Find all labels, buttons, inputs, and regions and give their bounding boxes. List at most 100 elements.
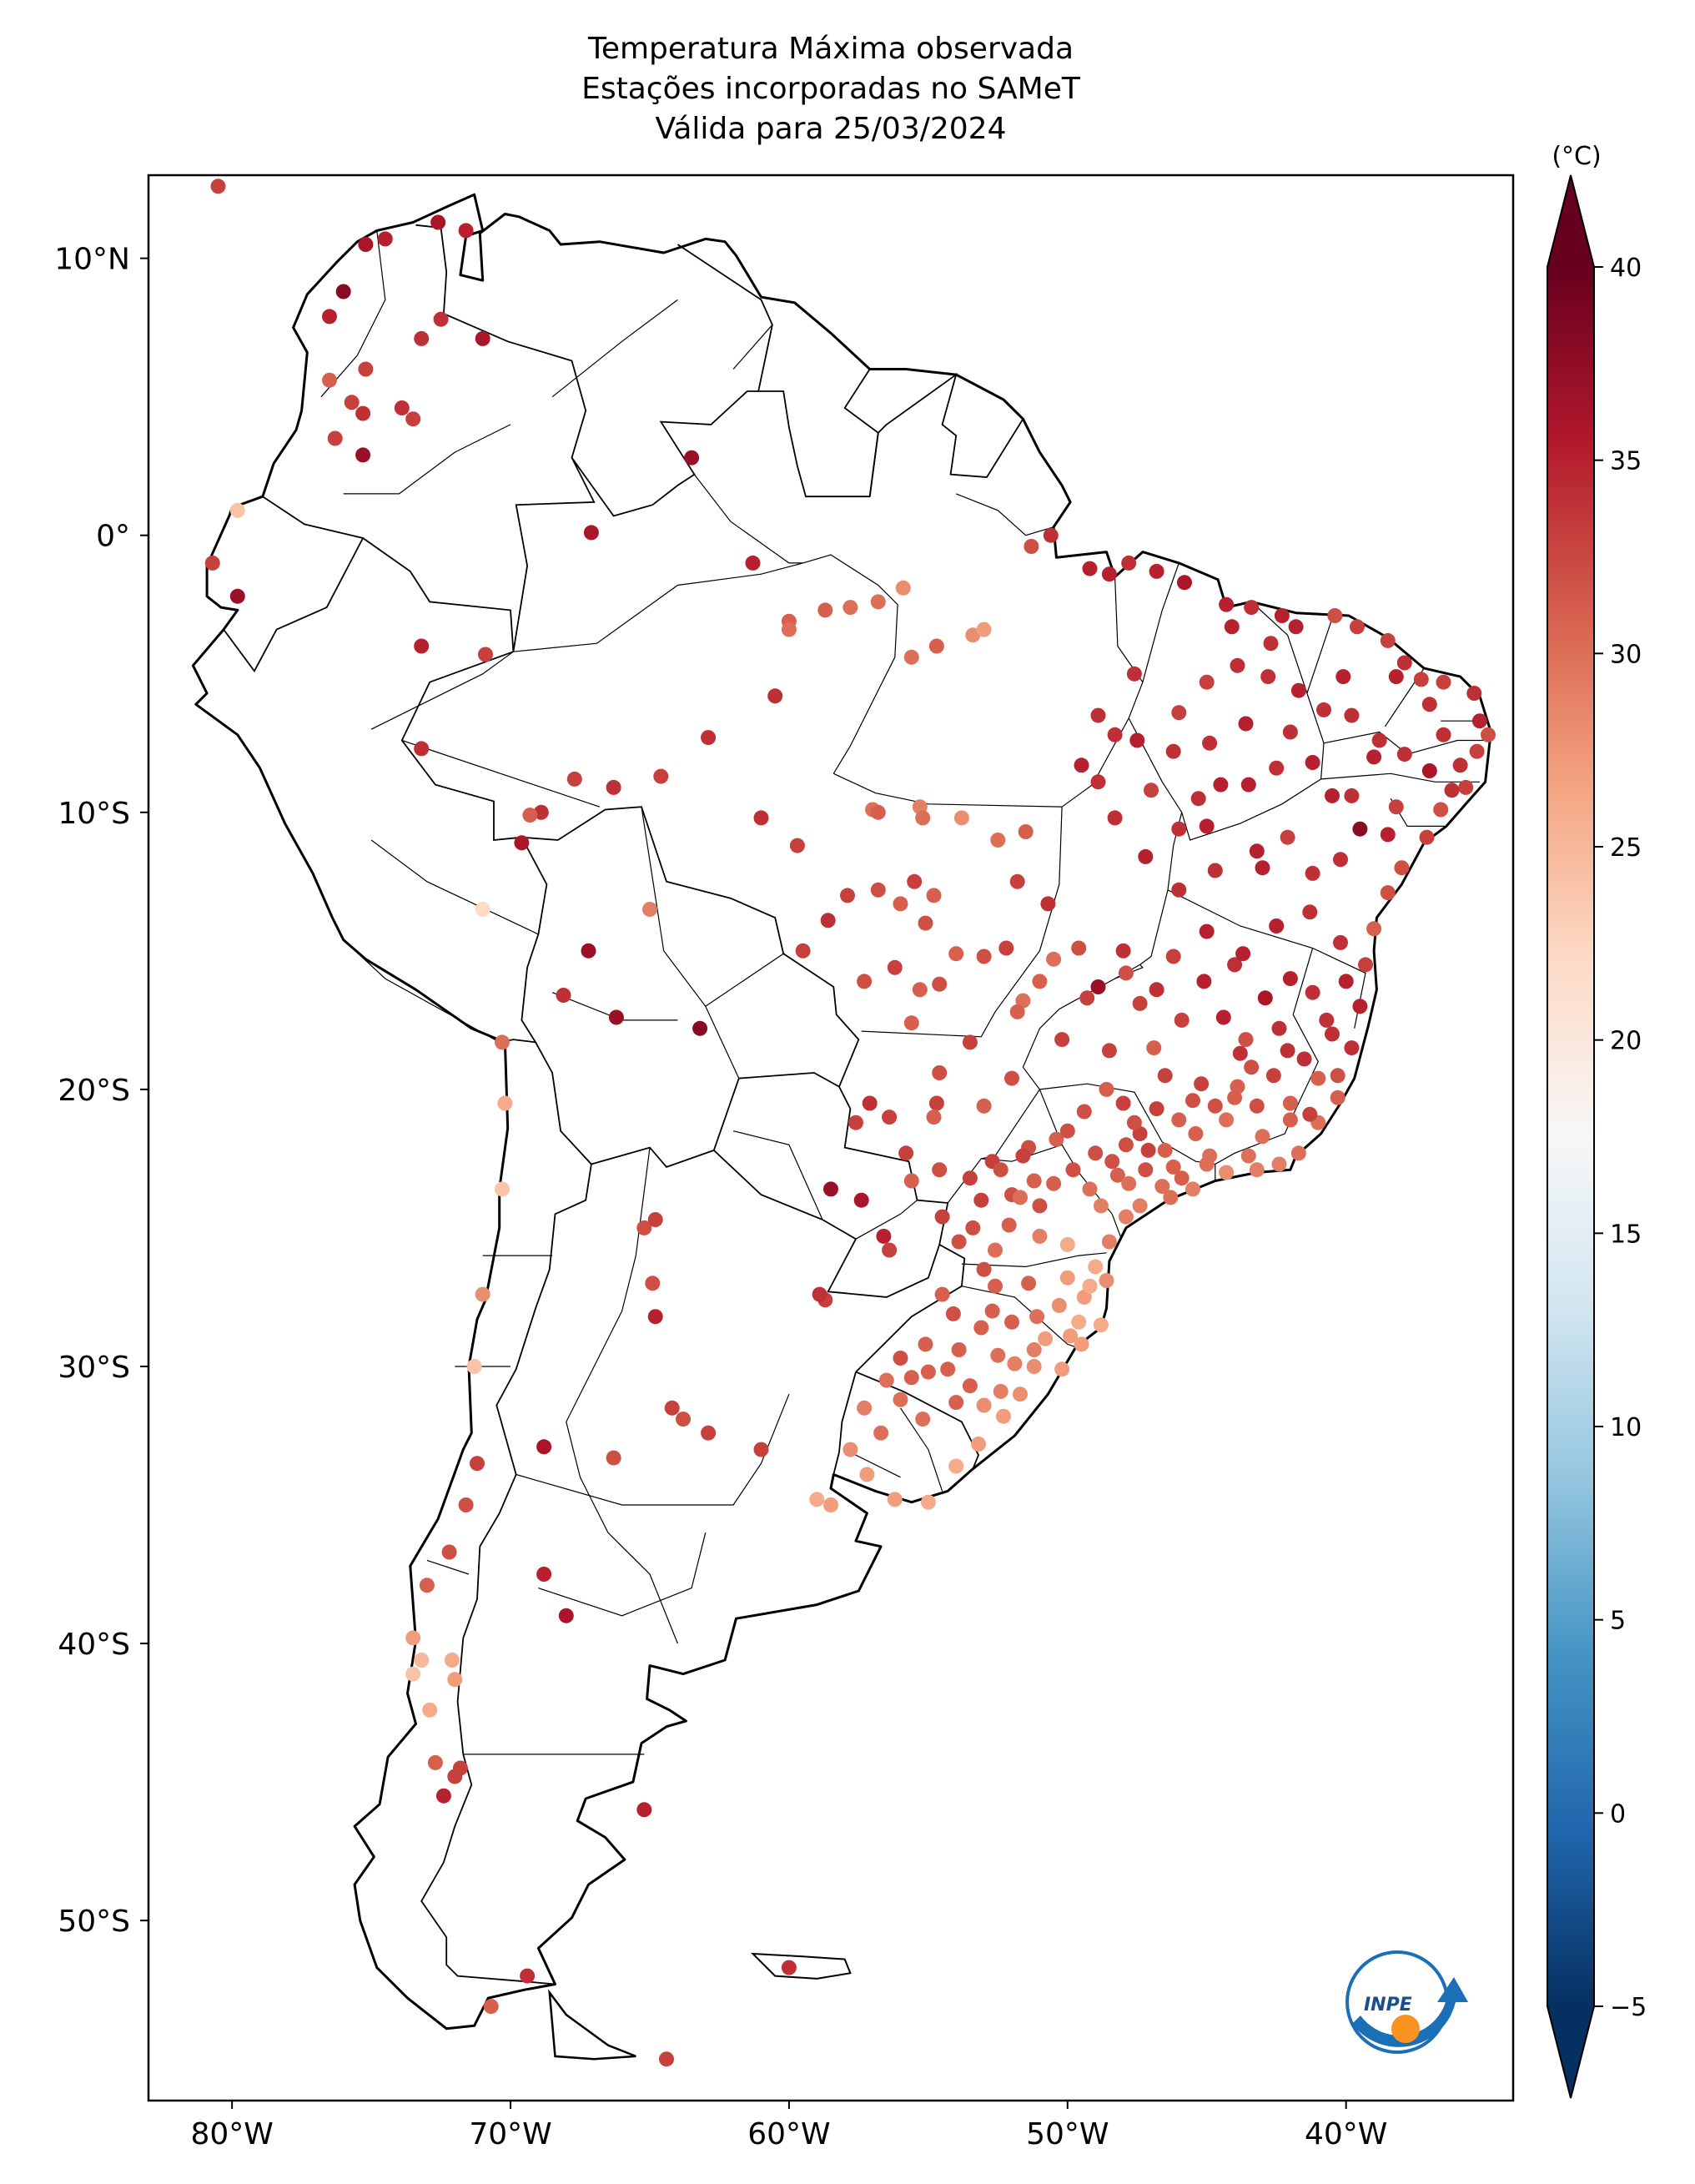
state-border — [981, 1144, 1121, 1237]
station-point — [558, 1608, 574, 1623]
station-point — [1138, 1162, 1154, 1178]
station-point — [322, 372, 337, 388]
station-point — [951, 1234, 967, 1250]
state-border — [516, 1393, 790, 1506]
station-point — [664, 1400, 680, 1416]
lon-tick-label: 40°W — [1305, 2117, 1387, 2151]
station-point — [1238, 716, 1254, 732]
station-point — [1149, 982, 1164, 998]
lat-tick-label: 0° — [96, 520, 130, 554]
station-point — [1026, 1342, 1042, 1357]
station-point — [1149, 563, 1164, 579]
station-point — [1174, 1170, 1190, 1186]
station-point — [1249, 843, 1265, 859]
colorbar-tick-label: 40 — [1610, 254, 1642, 283]
station-point — [1213, 777, 1229, 793]
station-point — [1433, 802, 1449, 818]
station-point — [920, 1364, 936, 1380]
station-point — [1207, 863, 1223, 878]
station-point — [1282, 724, 1298, 740]
station-point — [1344, 707, 1360, 723]
coastline — [191, 193, 1492, 2031]
station-point — [1380, 632, 1396, 648]
station-point — [1388, 669, 1404, 685]
station-point — [1059, 1236, 1075, 1252]
station-point — [1280, 1043, 1295, 1059]
station-point — [483, 1999, 499, 2015]
station-point — [1188, 1126, 1204, 1141]
station-point — [1333, 934, 1348, 950]
colorbar-tick-label: −5 — [1610, 1993, 1647, 2022]
station-point — [1421, 697, 1437, 712]
state-border — [732, 1130, 823, 1220]
station-point — [1366, 749, 1382, 765]
state-border — [641, 807, 740, 1079]
station-point — [1458, 779, 1474, 795]
station-point — [1082, 1278, 1098, 1294]
state-border — [1320, 772, 1480, 783]
station-point — [823, 1497, 838, 1512]
station-point — [1224, 619, 1240, 635]
station-point — [1305, 984, 1320, 1000]
station-point — [497, 1095, 513, 1111]
station-point — [1265, 1068, 1281, 1084]
station-point — [993, 1162, 1008, 1178]
station-point — [840, 888, 855, 903]
station-point — [767, 688, 783, 704]
station-point — [928, 638, 944, 654]
station-point — [965, 1220, 981, 1235]
station-point — [536, 1567, 552, 1582]
lat-tick-label: 20°S — [58, 1074, 130, 1108]
station-point — [1333, 852, 1348, 868]
station-point — [920, 1494, 936, 1510]
station-point — [433, 311, 449, 327]
coastline-falklands — [750, 1952, 852, 1980]
station-point — [893, 1351, 908, 1366]
station-point — [912, 982, 928, 998]
station-point — [998, 940, 1014, 956]
station-point — [1029, 1309, 1045, 1325]
lat-tick-label: 50°S — [58, 1905, 130, 1939]
station-point — [990, 1347, 1006, 1363]
colorbar-tick-label: 35 — [1610, 447, 1642, 476]
state-border — [855, 1200, 918, 1240]
land-outline — [191, 193, 1492, 2061]
station-point — [1009, 873, 1025, 889]
station-point — [1240, 777, 1256, 793]
station-point — [1244, 1059, 1260, 1075]
state-border — [551, 299, 678, 398]
station-point — [1196, 974, 1212, 989]
station-point — [926, 1110, 942, 1125]
station-point — [1436, 727, 1451, 742]
station-point — [1107, 810, 1123, 826]
station-point — [1296, 1051, 1312, 1067]
station-point — [1185, 1181, 1200, 1197]
station-point — [608, 1009, 624, 1025]
station-point — [876, 1228, 892, 1244]
station-point — [1140, 1142, 1156, 1158]
colorbar-extend-min — [1547, 2006, 1594, 2098]
station-point — [458, 1497, 474, 1512]
station-point — [1238, 1032, 1254, 1048]
country-border — [535, 1041, 592, 1165]
station-point — [1099, 1081, 1114, 1097]
station-point — [1009, 1004, 1025, 1019]
station-point — [355, 405, 371, 421]
station-point — [1101, 1043, 1117, 1059]
station-point — [1049, 1131, 1064, 1147]
station-point — [495, 1181, 510, 1197]
station-point — [204, 555, 220, 571]
state-border — [833, 772, 1063, 808]
state-border — [900, 1407, 943, 1492]
station-point — [1054, 1361, 1070, 1377]
station-point — [1165, 949, 1181, 964]
station-point — [781, 1960, 797, 1975]
station-point — [1380, 827, 1396, 843]
state-border — [861, 807, 1063, 1038]
station-point — [642, 902, 657, 917]
lon-tick-label: 60°W — [747, 2117, 830, 2151]
station-point — [1207, 1098, 1223, 1114]
station-point — [1118, 965, 1134, 981]
coastline-tierra-del-fuego — [548, 1989, 636, 2061]
station-point — [893, 1391, 908, 1407]
